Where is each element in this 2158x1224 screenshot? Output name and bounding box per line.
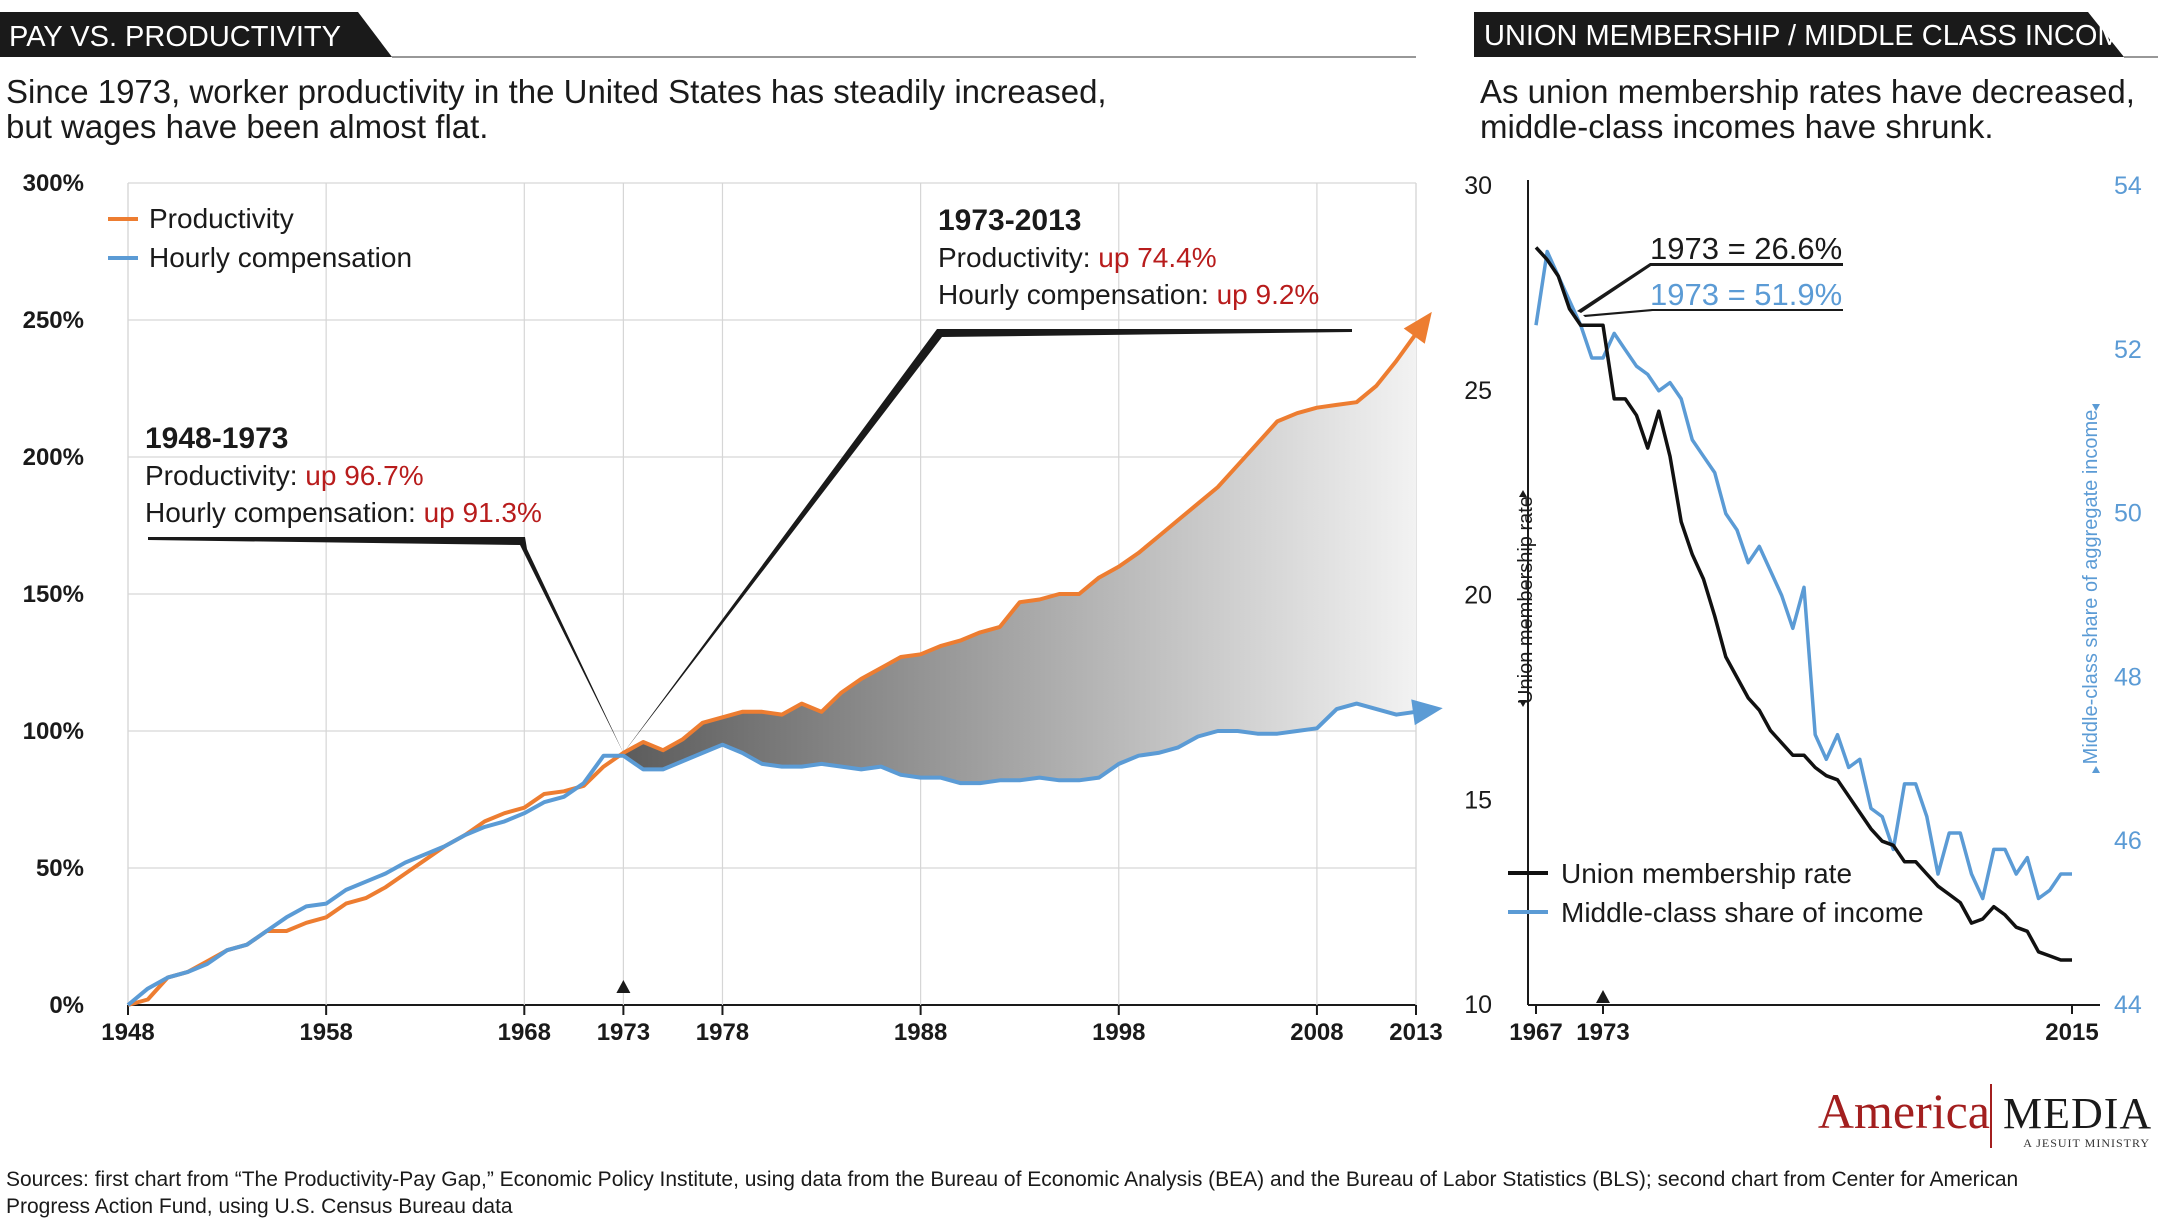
sources-line2: Progress Action Fund, using U.S. Census … [6,1195,513,1218]
compensation-series-line [126,701,1417,1007]
left-panel-title: PAY VS. PRODUCTIVITY [9,21,341,53]
legend-union-label: Union membership rate [1561,858,1852,889]
left-x-tick-label: 1978 [696,1019,749,1046]
share-1973-callout-leader [1583,309,1843,317]
union-membership-line [1534,246,2072,962]
middle-class-share-line [1534,249,2072,901]
brand-america: America [1818,1083,1990,1139]
right-right-tick-label: 50 [2114,500,2142,528]
left-x-tick-label: 2008 [1290,1019,1343,1046]
union-axis-label: Union membership rate [1515,496,1537,704]
year-1973-marker [616,980,631,993]
left-y-tick-label: 100% [23,718,84,745]
callout-1948-1973-heading: 1948-1973 [145,422,288,455]
brand-media: MEDIA [2003,1089,2152,1138]
america-media-logo: America MEDIA A JESUIT MINISTRY [1818,1083,2152,1150]
callout-1973-2013: 1973-2013 Productivity: up 74.4% Hourly … [938,204,1319,310]
productivity-series-line [127,332,1418,1007]
legend-share-label: Middle-class share of income [1561,897,1924,928]
right-right-tick-label: 48 [2114,663,2142,691]
share-1973-callout: 1973 = 51.9% [1650,277,1842,312]
callout-1948-1973: 1948-1973 Productivity: up 96.7% Hourly … [145,422,542,528]
left-header-bg [0,12,392,57]
left-x-tick-label: 1948 [101,1019,154,1046]
left-y-tick-label: 150% [23,581,84,608]
union-1973-callout: 1973 = 26.6% [1650,231,1842,266]
right-x-tick-label: 2015 [2045,1019,2098,1046]
left-x-tick-label: 2013 [1389,1019,1442,1046]
callout-1948-1973-leader [148,537,624,753]
union-axis-up-arrow [1519,490,1527,497]
left-y-tick-label: 250% [23,307,84,334]
left-y-tick-label: 50% [36,855,84,882]
left-subtitle-line2: but wages have been almost flat. [6,108,488,145]
callout-1948-1973-productivity: Productivity: up 96.7% [145,460,424,491]
right-chart-left-ticks: 10 15 20 25 30 [1464,172,1492,1019]
left-x-tick-label: 1973 [597,1019,650,1046]
legend-productivity-label: Productivity [149,203,294,234]
left-subtitle-line1: Since 1973, worker productivity in the U… [6,73,1107,110]
right-chart-x-ticks: 1967 1973 2015 [1509,1005,2099,1046]
share-axis-down-arrow [2092,404,2100,411]
callout-1948-1973-compensation: Hourly compensation: up 91.3% [145,497,542,528]
right-right-tick-label: 54 [2114,172,2142,200]
left-x-tick-label: 1968 [498,1019,551,1046]
right-chart-right-ticks: 44 46 48 50 52 54 [2114,172,2142,1019]
right-x-tick-label: 1973 [1576,1019,1629,1046]
union-income-chart: 10 15 20 25 30 44 46 48 50 52 54 1967 1973 2015 Uni… [1464,172,2142,1046]
right-header-bg [1474,12,2124,57]
left-chart-x-ticks: 1948 1958 1968 1973 1978 1988 1998 2008 2013 [101,1019,1442,1046]
right-subtitle-line2: middle-class incomes have shrunk. [1480,108,1994,145]
union-axis-label-group: Union membership rate [1515,490,1537,707]
callout-1973-2013-productivity: Productivity: up 74.4% [938,242,1217,273]
left-y-tick-label: 0% [49,992,84,1019]
right-year-1973-marker [1596,990,1610,1003]
right-left-tick-label: 20 [1464,582,1492,610]
left-x-tick-label: 1998 [1092,1019,1145,1046]
union-axis-down-arrow [1519,700,1527,707]
left-y-tick-label: 300% [23,170,84,197]
sources-line1: Sources: first chart from “The Productiv… [6,1168,2018,1191]
left-x-tick-label: 1958 [299,1019,352,1046]
right-left-tick-label: 10 [1464,991,1492,1019]
callout-1973-2013-compensation: Hourly compensation: up 9.2% [938,279,1319,310]
left-y-tick-label: 200% [23,444,84,471]
right-right-tick-label: 52 [2114,336,2142,364]
share-axis-label-group: Middle-class share of aggregate income [2080,404,2102,773]
left-x-tick-label: 1988 [894,1019,947,1046]
left-panel-header: PAY VS. PRODUCTIVITY [0,12,1416,58]
pay-productivity-chart: 0%50%100%150%200%250%300% 1948 1958 1968 19… [23,170,1443,1046]
right-panel-header: UNION MEMBERSHIP / MIDDLE CLASS INCOME [1474,12,2158,58]
right-right-tick-label: 44 [2114,991,2142,1019]
share-axis-label: Middle-class share of aggregate income [2080,410,2102,765]
left-chart-legend: Productivity Hourly compensation [108,203,412,273]
right-left-tick-label: 30 [1464,172,1492,200]
right-chart-legend: Union membership rate Middle-class share… [1508,858,1924,928]
right-left-tick-label: 25 [1464,377,1492,405]
productivity-arrowhead [1403,311,1432,344]
productivity-pay-gap-area [623,333,1416,784]
share-axis-up-arrow [2092,766,2100,773]
left-chart-y-ticks: 0% 50% 100% 150% 200% 250% 300% [23,170,84,1019]
compensation-arrowhead [1411,699,1443,726]
right-subtitle-line1: As union membership rates have decreased… [1480,73,2135,110]
right-right-tick-label: 46 [2114,827,2142,855]
right-panel-title: UNION MEMBERSHIP / MIDDLE CLASS INCOME [1484,20,2141,52]
right-left-tick-label: 15 [1464,786,1492,814]
legend-compensation-label: Hourly compensation [149,242,412,273]
right-x-tick-label: 1967 [1509,1019,1562,1046]
brand-tagline: A JESUIT MINISTRY [2023,1136,2150,1150]
callout-1973-2013-heading: 1973-2013 [938,204,1081,237]
